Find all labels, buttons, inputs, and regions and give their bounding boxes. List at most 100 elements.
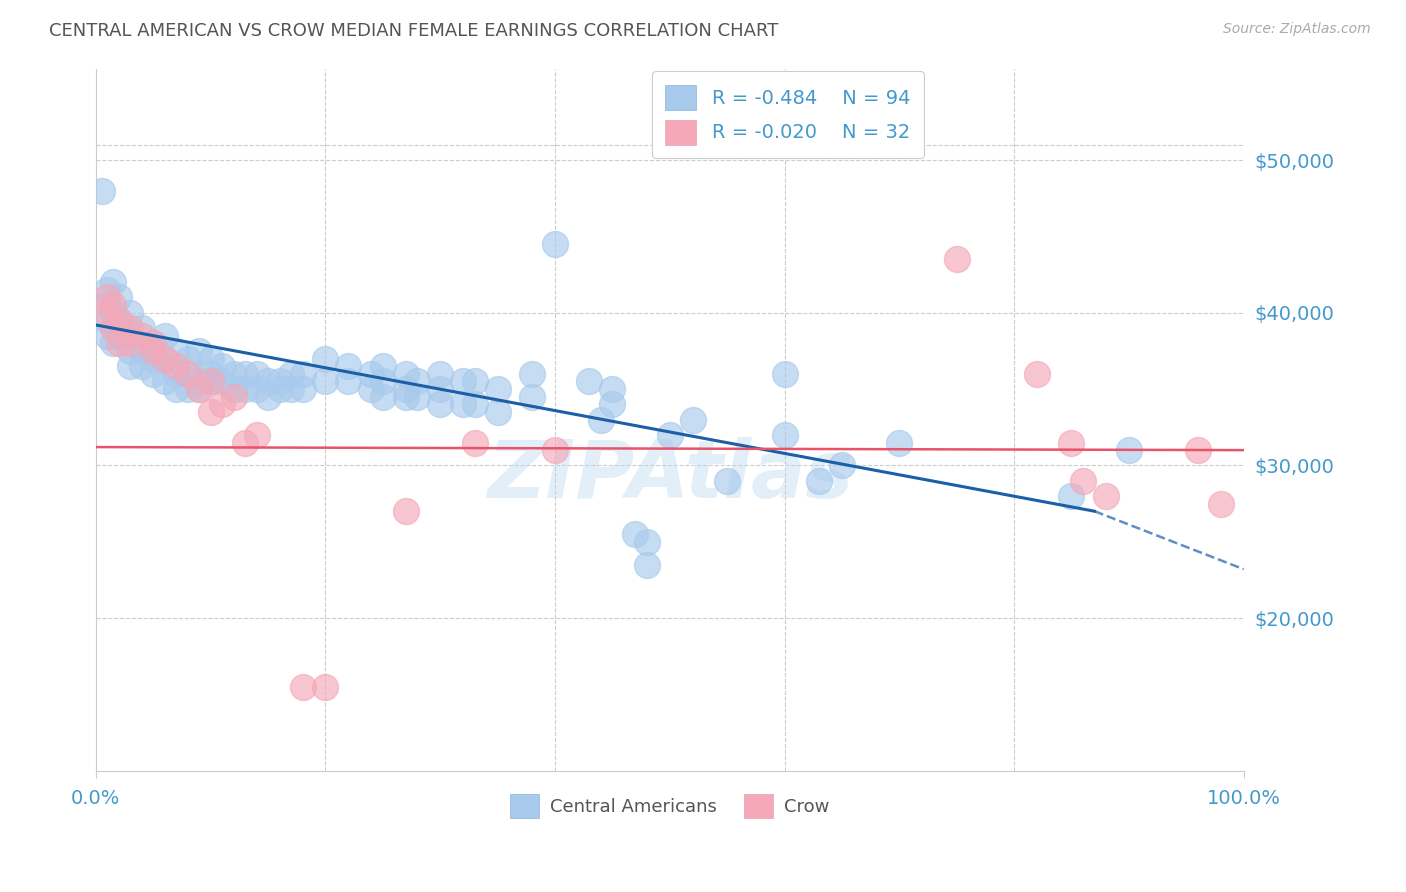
Point	[269, 382, 291, 396]
Point	[96, 298, 118, 312]
Point	[406, 375, 429, 389]
Point	[716, 474, 738, 488]
Point	[280, 367, 302, 381]
Point	[246, 428, 269, 442]
Point	[108, 313, 131, 327]
Point	[200, 375, 222, 389]
Point	[257, 375, 280, 389]
Point	[807, 474, 830, 488]
Point	[1060, 489, 1083, 503]
Point	[108, 328, 131, 343]
Point	[90, 184, 112, 198]
Point	[188, 375, 211, 389]
Point	[120, 328, 142, 343]
Point	[101, 336, 124, 351]
Point	[131, 328, 153, 343]
Point	[177, 351, 200, 366]
Point	[636, 534, 658, 549]
Point	[451, 375, 474, 389]
Point	[773, 428, 796, 442]
Point	[314, 375, 336, 389]
Point	[153, 351, 176, 366]
Point	[177, 367, 200, 381]
Point	[602, 397, 624, 411]
Point	[1209, 497, 1232, 511]
Point	[257, 390, 280, 404]
Point	[108, 336, 131, 351]
Point	[486, 405, 509, 419]
Point	[211, 359, 233, 374]
Point	[395, 382, 418, 396]
Point	[200, 351, 222, 366]
Point	[269, 375, 291, 389]
Point	[153, 328, 176, 343]
Point	[142, 343, 165, 358]
Point	[371, 359, 394, 374]
Point	[200, 367, 222, 381]
Point	[142, 336, 165, 351]
Point	[96, 328, 118, 343]
Point	[233, 435, 256, 450]
Point	[222, 367, 245, 381]
Point	[120, 306, 142, 320]
Point	[96, 306, 118, 320]
Text: ZIPAtlas: ZIPAtlas	[486, 437, 853, 515]
Point	[291, 680, 314, 694]
Point	[142, 351, 165, 366]
Point	[101, 306, 124, 320]
Point	[222, 382, 245, 396]
Point	[188, 382, 211, 396]
Point	[96, 283, 118, 297]
Point	[395, 367, 418, 381]
Legend: Central Americans, Crow: Central Americans, Crow	[503, 788, 837, 825]
Point	[406, 390, 429, 404]
Point	[165, 367, 187, 381]
Point	[360, 367, 382, 381]
Point	[246, 382, 269, 396]
Point	[314, 680, 336, 694]
Point	[142, 367, 165, 381]
Point	[429, 367, 451, 381]
Point	[101, 321, 124, 335]
Point	[233, 367, 256, 381]
Point	[337, 375, 360, 389]
Point	[188, 382, 211, 396]
Point	[520, 367, 543, 381]
Point	[188, 343, 211, 358]
Point	[337, 359, 360, 374]
Point	[153, 375, 176, 389]
Point	[395, 390, 418, 404]
Point	[945, 252, 967, 267]
Point	[120, 359, 142, 374]
Point	[96, 291, 118, 305]
Point	[1187, 443, 1209, 458]
Point	[658, 428, 681, 442]
Point	[360, 382, 382, 396]
Point	[177, 382, 200, 396]
Point	[101, 321, 124, 335]
Point	[682, 412, 704, 426]
Point	[314, 351, 336, 366]
Point	[108, 313, 131, 327]
Point	[165, 382, 187, 396]
Point	[291, 382, 314, 396]
Point	[578, 375, 600, 389]
Point	[544, 237, 567, 252]
Point	[889, 435, 911, 450]
Point	[520, 390, 543, 404]
Point	[153, 351, 176, 366]
Point	[544, 443, 567, 458]
Point	[464, 375, 486, 389]
Text: CENTRAL AMERICAN VS CROW MEDIAN FEMALE EARNINGS CORRELATION CHART: CENTRAL AMERICAN VS CROW MEDIAN FEMALE E…	[49, 22, 779, 40]
Point	[486, 382, 509, 396]
Point	[1071, 474, 1094, 488]
Point	[177, 367, 200, 381]
Point	[120, 321, 142, 335]
Point	[131, 343, 153, 358]
Point	[371, 390, 394, 404]
Point	[165, 359, 187, 374]
Point	[464, 397, 486, 411]
Point	[773, 367, 796, 381]
Point	[211, 375, 233, 389]
Point	[1026, 367, 1049, 381]
